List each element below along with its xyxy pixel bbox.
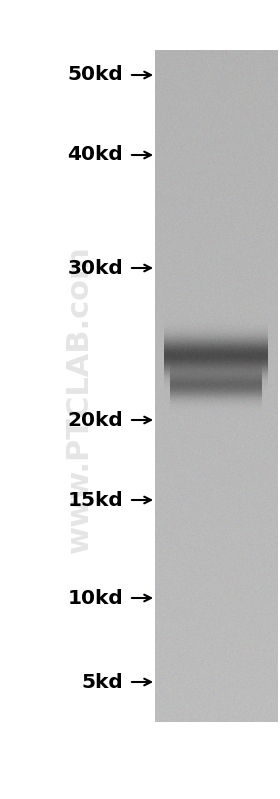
Text: 15kd: 15kd [67, 491, 123, 510]
Text: 40kd: 40kd [67, 145, 123, 165]
Text: 30kd: 30kd [67, 259, 123, 277]
Text: 5kd: 5kd [81, 673, 123, 691]
Text: 20kd: 20kd [67, 411, 123, 430]
Text: www.PTCLAB.com: www.PTCLAB.com [65, 245, 94, 554]
Text: 50kd: 50kd [67, 66, 123, 85]
Text: 10kd: 10kd [67, 589, 123, 607]
